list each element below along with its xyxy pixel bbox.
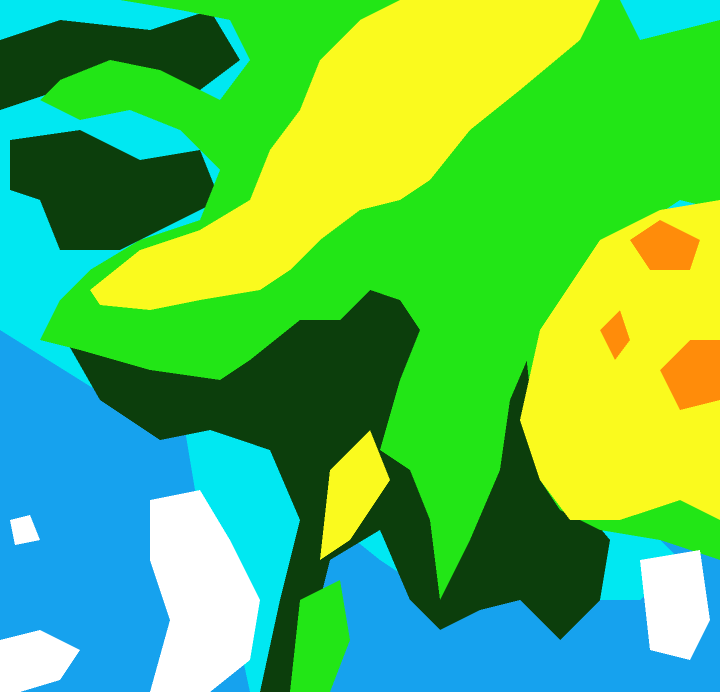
white-zone xyxy=(640,550,710,660)
white-zone xyxy=(0,630,80,692)
yellow-zone xyxy=(320,430,390,560)
orange-zone xyxy=(630,220,700,270)
yellow-zone xyxy=(520,200,720,520)
green-zone xyxy=(290,580,350,692)
white-zone xyxy=(10,515,40,545)
dark-green-zone xyxy=(10,130,220,250)
orange-zone xyxy=(600,310,630,360)
yellow-zone xyxy=(90,0,600,310)
white-zone xyxy=(150,490,260,692)
green-zone xyxy=(0,0,720,600)
orange-zone xyxy=(660,340,720,410)
